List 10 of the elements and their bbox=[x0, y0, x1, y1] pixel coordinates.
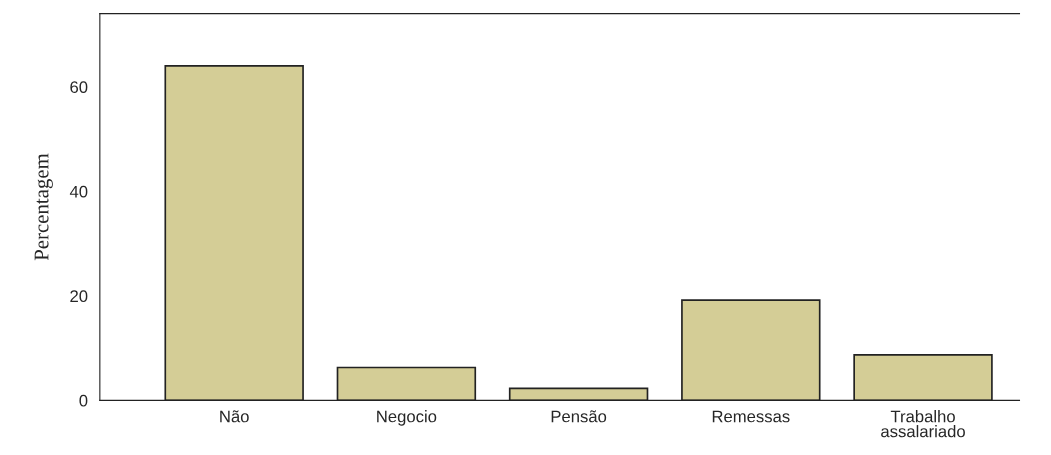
y-tick-label: 40 bbox=[69, 185, 88, 198]
x-tick-label: Negocio bbox=[377, 410, 437, 426]
x-tick-label: Trabalho assalariado bbox=[881, 410, 965, 438]
x-tick-label: Não bbox=[220, 410, 249, 423]
y-tick-label: 20 bbox=[70, 290, 88, 303]
x-tick-label: Pensão bbox=[551, 410, 607, 423]
y-axis-title: Percentagem bbox=[34, 153, 53, 261]
y-tick-label: 0 bbox=[79, 394, 88, 407]
y-tick-label: 60 bbox=[70, 81, 88, 94]
x-tick-label: Remessas bbox=[712, 410, 790, 423]
